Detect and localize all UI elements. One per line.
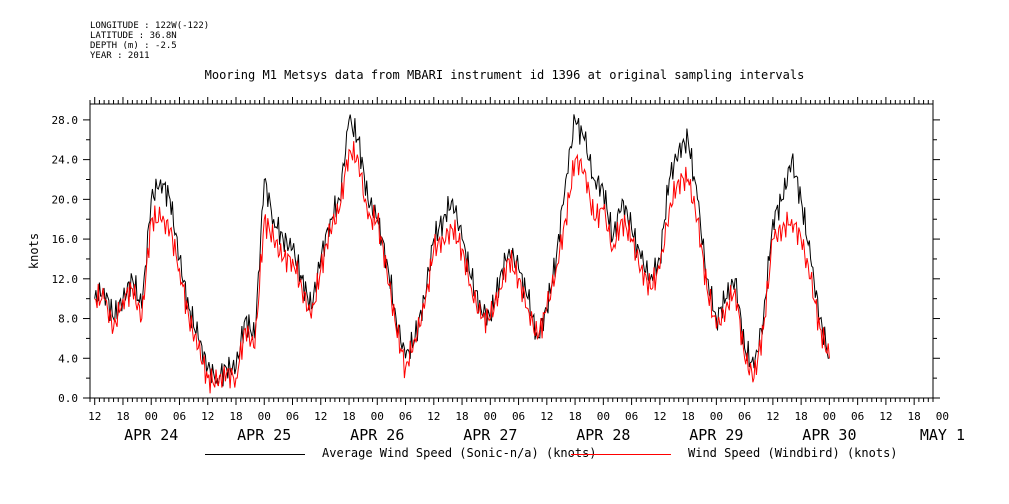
- x-hour-label: 12: [201, 410, 214, 423]
- x-hour-label: 00: [823, 410, 836, 423]
- x-hour-label: 00: [710, 410, 723, 423]
- depth-label: DEPTH (m) : -2.5: [90, 41, 177, 51]
- x-hour-label: 18: [229, 410, 242, 423]
- y-tick-label: 8.0: [58, 313, 78, 326]
- longitude-label: LONGITUDE : 122W(-122): [90, 21, 210, 31]
- year-label: YEAR : 2011: [90, 51, 150, 61]
- x-hour-label: 06: [399, 410, 412, 423]
- x-hour-label: 00: [258, 410, 271, 423]
- x-hour-label: 12: [653, 410, 666, 423]
- x-hour-label: 18: [568, 410, 581, 423]
- y-tick-label: 0.0: [58, 392, 78, 405]
- y-tick-label: 24.0: [52, 154, 79, 167]
- x-hour-label: 06: [851, 410, 864, 423]
- x-date-label: APR 28: [576, 426, 630, 444]
- y-tick-label: 4.0: [58, 352, 78, 365]
- legend-line-black: [205, 454, 305, 455]
- plot-frame: [89, 103, 934, 399]
- x-date-label: APR 29: [689, 426, 743, 444]
- x-hour-label: 18: [908, 410, 921, 423]
- x-hour-label: 00: [936, 410, 949, 423]
- x-hour-label: 18: [342, 410, 355, 423]
- x-hour-label: 18: [455, 410, 468, 423]
- x-hour-label: 00: [484, 410, 497, 423]
- x-hour-label: 18: [681, 410, 694, 423]
- x-hour-label: 12: [88, 410, 101, 423]
- x-hour-label: 06: [738, 410, 751, 423]
- latitude-label: LATITUDE : 36.8N: [90, 31, 177, 41]
- x-date-label: MAY 1: [920, 426, 965, 444]
- y-tick-label: 20.0: [52, 193, 79, 206]
- y-tick-label: 16.0: [52, 233, 79, 246]
- y-tick-label: 28.0: [52, 114, 79, 127]
- x-hour-label: 06: [173, 410, 186, 423]
- x-hour-label: 18: [116, 410, 129, 423]
- legend-label-sonic: Average Wind Speed (Sonic-n/a) (knots): [322, 446, 597, 460]
- x-hour-label: 12: [879, 410, 892, 423]
- series-line-windbird: [94, 141, 830, 394]
- x-hour-label: 18: [795, 410, 808, 423]
- chart-title: Mooring M1 Metsys data from MBARI instru…: [204, 68, 805, 82]
- x-hour-label: 06: [286, 410, 299, 423]
- y-axis-label: knots: [27, 233, 41, 269]
- x-hour-label: 06: [625, 410, 638, 423]
- x-hour-label: 12: [540, 410, 553, 423]
- y-tick-label: 12.0: [52, 273, 79, 286]
- x-hour-label: 06: [512, 410, 525, 423]
- x-hour-label: 00: [145, 410, 158, 423]
- x-date-label: APR 25: [237, 426, 291, 444]
- x-hour-label: 00: [371, 410, 384, 423]
- x-hour-label: 00: [597, 410, 610, 423]
- legend-line-red: [571, 454, 671, 455]
- x-date-label: APR 30: [802, 426, 856, 444]
- x-date-label: APR 24: [124, 426, 178, 444]
- x-hour-label: 12: [766, 410, 779, 423]
- legend-label-windbird: Wind Speed (Windbird) (knots): [688, 446, 898, 460]
- x-hour-label: 12: [314, 410, 327, 423]
- x-hour-label: 12: [427, 410, 440, 423]
- x-date-label: APR 27: [463, 426, 517, 444]
- x-date-label: APR 26: [350, 426, 404, 444]
